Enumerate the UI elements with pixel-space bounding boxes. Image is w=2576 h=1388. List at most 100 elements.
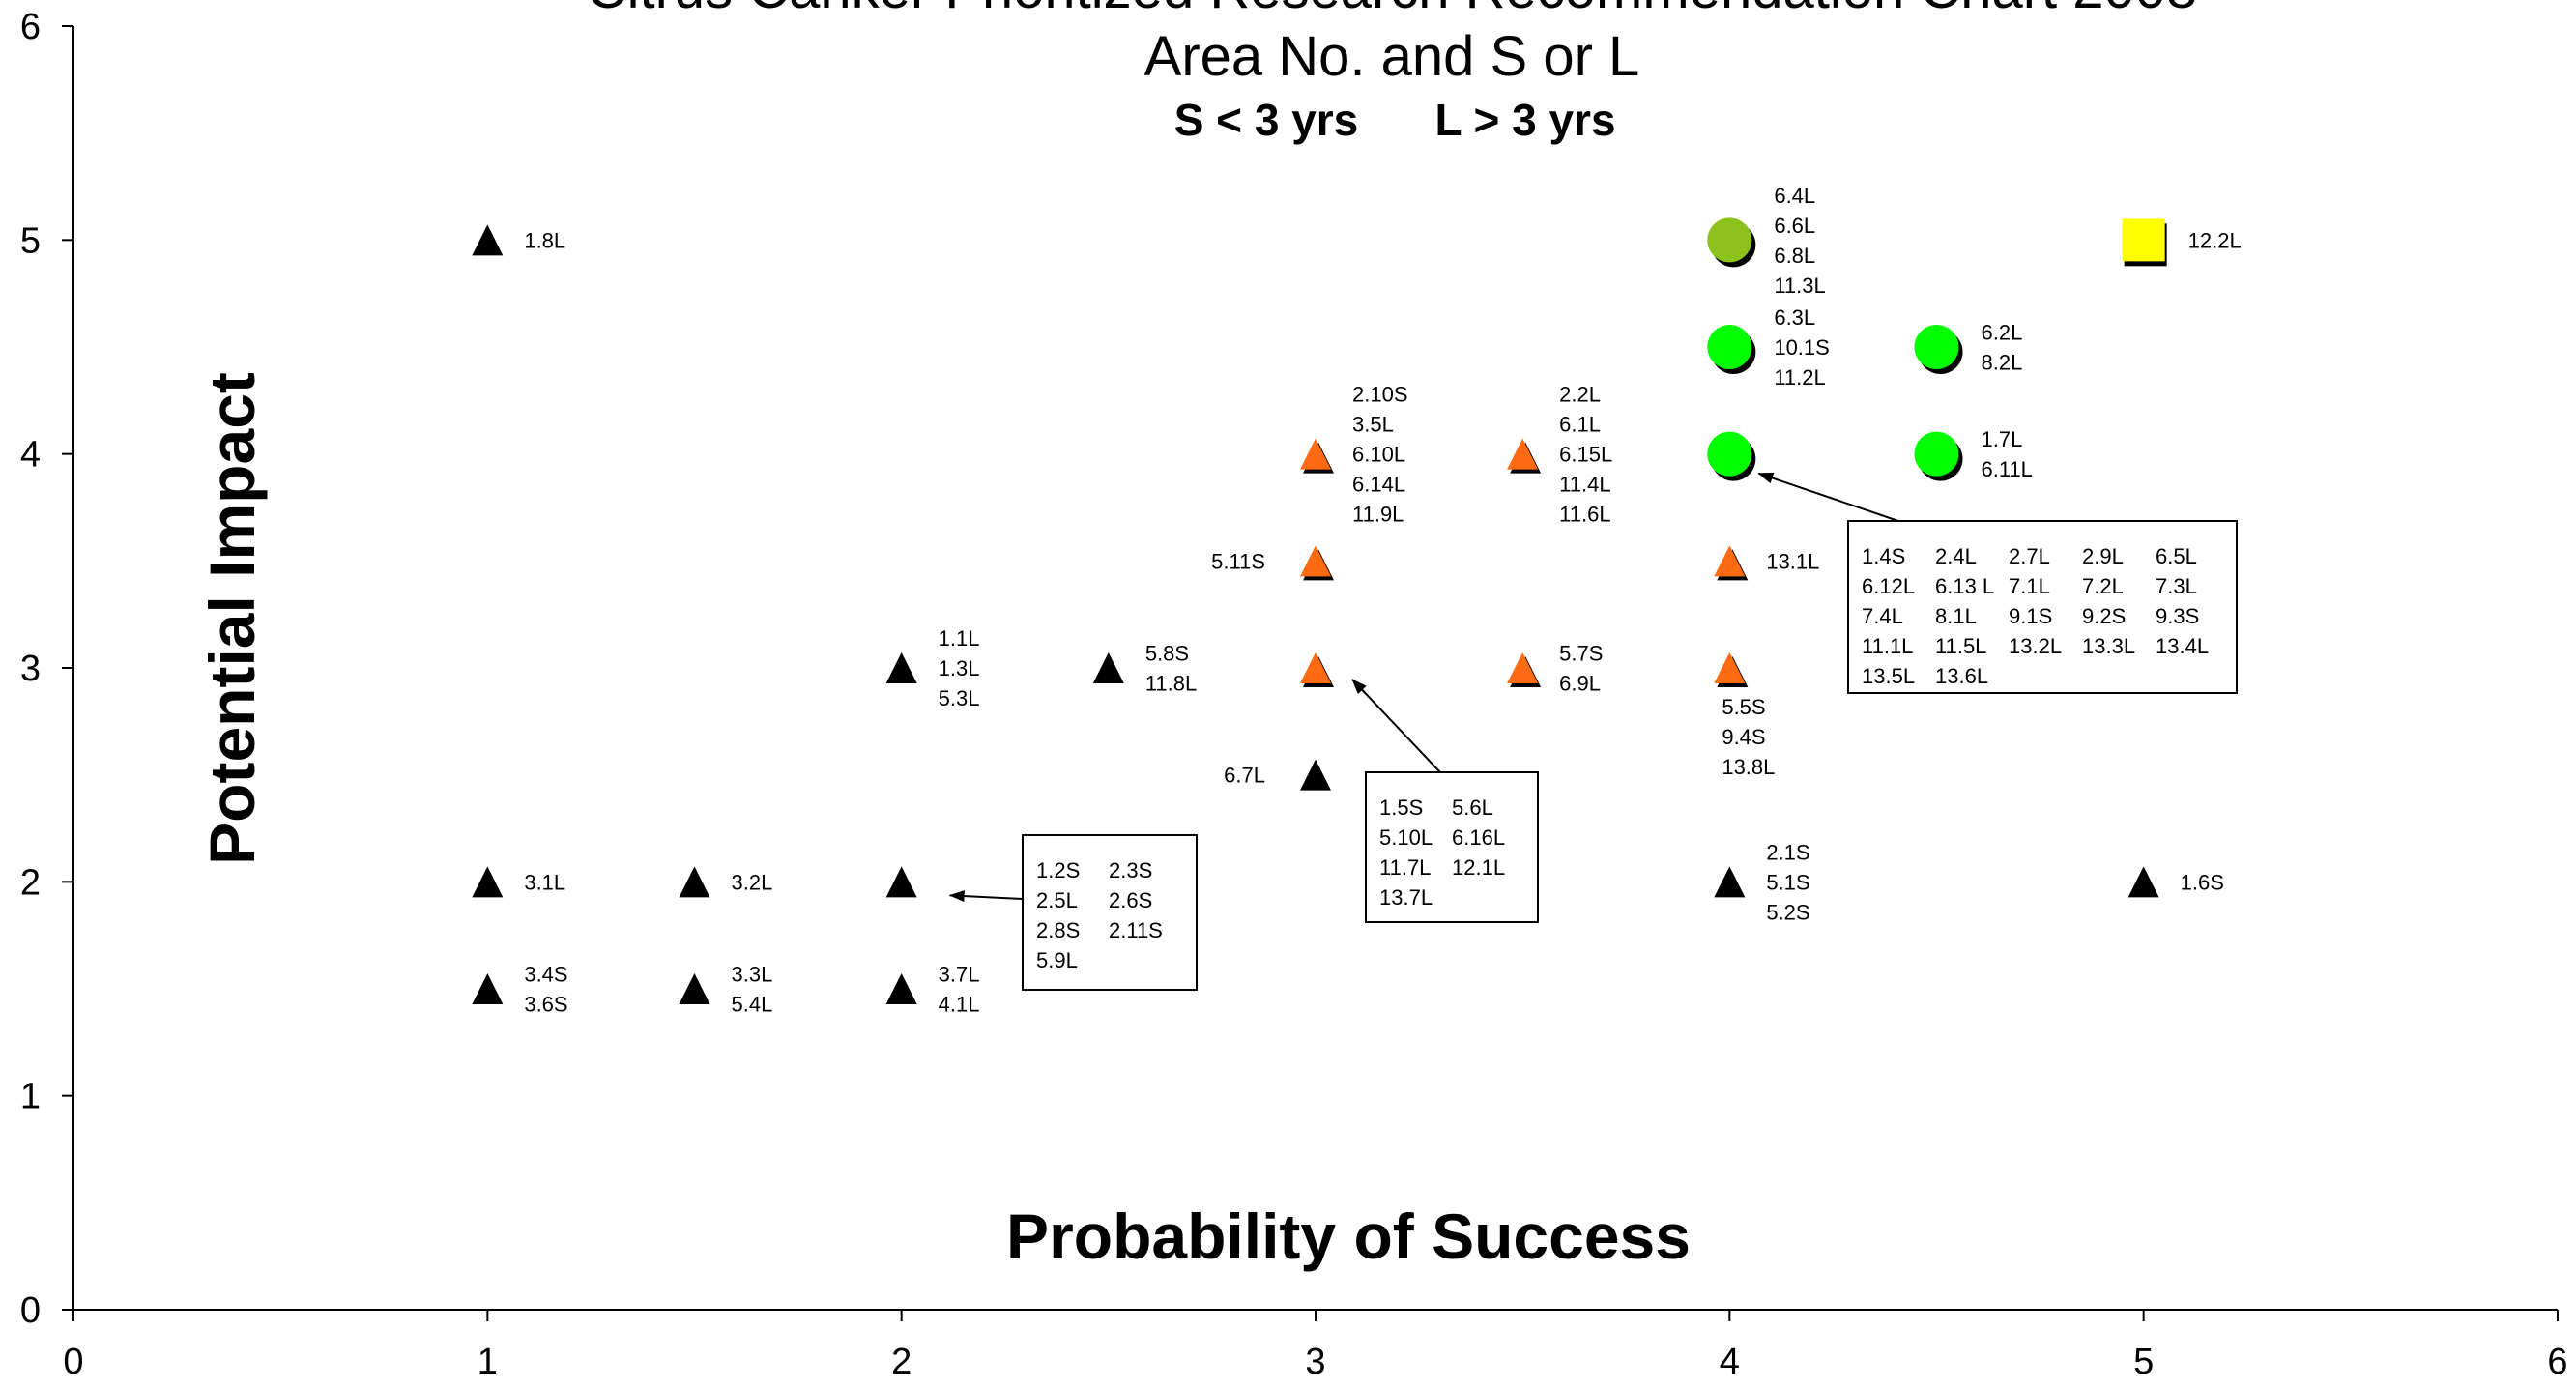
point-label: 11.3L	[1774, 274, 1825, 298]
callout-label: 13.7L	[1379, 885, 1433, 910]
data-point: 6.4L 6.6L 6.8L 11.3L	[1707, 184, 1826, 298]
x-axis-title: Probability of Success	[1006, 1200, 1691, 1272]
data-point: 3.3L 5.4L	[679, 963, 773, 1017]
chart-title: Citrus Canker Prioritized Research Recom…	[587, 0, 2198, 20]
triangle-marker	[1300, 652, 1331, 683]
point-label: 5.2S	[1766, 900, 1809, 924]
point-label: 6.2L	[1982, 321, 2023, 345]
data-point: 5.5S 9.4S 13.8L	[1714, 652, 1775, 779]
circle-marker	[1707, 217, 1752, 263]
subtitle-long-term: L > 3 yrs	[1434, 95, 1615, 145]
callout-label: 7.4L	[1862, 604, 1903, 628]
callout-label: 12.1L	[1452, 855, 1505, 880]
callout-label: 2.6S	[1109, 888, 1152, 912]
data-point: 2.2L 6.1L 6.15L 11.4L 11.6L	[1507, 383, 1612, 527]
point-label: 3.1L	[524, 870, 565, 894]
callout-label: 13.3L	[2082, 634, 2135, 658]
points-layer: 1.8L 3.1L 3.4S 3.6S 3.2L 3.3L 5.4L 1.1L 1.3L 5.3L…	[472, 184, 2242, 1017]
callout-label: 2.11S	[1109, 918, 1163, 942]
triangle-marker	[885, 973, 917, 1004]
callout-label: 1.4S	[1862, 544, 1905, 568]
callout-label: 6.5L	[2156, 544, 2197, 568]
x-tick-label: 2	[891, 1342, 912, 1382]
data-point: 3.4S 3.6S	[472, 963, 568, 1017]
point-label: 6.10L	[1352, 443, 1405, 467]
callout-label: 11.1L	[1862, 634, 1913, 658]
point-label: 5.7S	[1559, 642, 1603, 666]
point-label: 6.6L	[1774, 214, 1815, 238]
y-tick-label: 5	[20, 220, 41, 261]
triangle-marker	[885, 652, 917, 683]
data-point: 5.7S 6.9L	[1507, 642, 1603, 696]
data-point: 2.1S 5.1S 5.2S	[1714, 840, 1810, 924]
callout-label: 6.13 L	[1935, 574, 1994, 598]
triangle-marker	[1507, 438, 1539, 470]
point-label: 1.8L	[524, 228, 565, 252]
y-tick-label: 4	[20, 435, 41, 476]
point-label: 2.1S	[1766, 840, 1809, 864]
point-label: 1.3L	[939, 656, 980, 680]
data-point: 1.6S	[2127, 866, 2224, 898]
point-label: 6.1L	[1559, 413, 1601, 437]
y-tick-label: 3	[20, 649, 41, 689]
axes-layer: 0 1 2 3 4 5 6 0 1 2 3 4 5 6	[20, 7, 2568, 1382]
callout-frame	[1022, 834, 1198, 991]
data-point: 1.7L 6.11L	[1914, 427, 2033, 481]
triangle-marker	[679, 973, 710, 1004]
triangle-marker	[1300, 759, 1331, 791]
point-label: 5.5S	[1722, 695, 1765, 719]
data-point	[1300, 652, 1334, 687]
point-label: 13.1L	[1766, 549, 1819, 573]
callout-box: 1.2S 2.3S 2.5L 2.6S 2.8S 2.11S 5.9L	[948, 834, 1198, 991]
point-label: 4.1L	[939, 993, 980, 1017]
point-label: 6.15L	[1559, 443, 1612, 467]
data-point: 5.11S	[1211, 545, 1334, 581]
point-label: 3.4S	[524, 963, 567, 987]
data-point: 6.7L	[1224, 759, 1331, 791]
callout-label: 11.7L	[1379, 855, 1431, 880]
x-tick-label: 4	[1720, 1342, 1740, 1382]
point-label: 8.2L	[1982, 351, 2023, 375]
triangle-marker	[1300, 545, 1331, 577]
x-tick-label: 3	[1305, 1342, 1325, 1382]
circle-marker	[1707, 431, 1752, 477]
callout-label: 2.5L	[1036, 888, 1078, 912]
point-label: 1.6S	[2181, 870, 2224, 894]
point-label: 6.3L	[1774, 305, 1815, 330]
callout-arrow	[1351, 679, 1441, 773]
titles-layer: Citrus Canker Prioritized Research Recom…	[196, 0, 2197, 1272]
point-label: 6.4L	[1774, 184, 1815, 208]
point-label: 13.8L	[1722, 755, 1775, 779]
point-label: 5.3L	[939, 686, 980, 710]
callout-label: 13.4L	[2156, 634, 2209, 658]
point-label: 5.4L	[732, 993, 773, 1017]
y-tick-label: 6	[20, 7, 41, 47]
data-point: 3.1L	[472, 866, 565, 898]
callout-label: 2.9L	[2082, 544, 2124, 568]
point-label: 6.14L	[1352, 473, 1405, 497]
point-label: 3.2L	[732, 870, 773, 894]
circle-marker	[1914, 431, 1959, 477]
point-label: 1.7L	[1982, 427, 2023, 451]
callout-label: 7.1L	[2009, 574, 2050, 598]
callout-label: 9.2S	[2082, 604, 2126, 628]
triangle-marker	[1092, 652, 1124, 683]
x-tick-label: 6	[2547, 1342, 2567, 1382]
callout-label: 7.3L	[2156, 574, 2197, 598]
point-label: 6.11L	[1982, 457, 2033, 481]
point-label: 11.9L	[1352, 503, 1404, 527]
data-point: 1.1L 1.3L 5.3L	[885, 626, 980, 710]
callout-frame	[1847, 520, 2238, 694]
callout-frame	[1365, 771, 1539, 923]
callout-label: 5.6L	[1452, 795, 1493, 820]
data-point: 5.8S 11.8L	[1092, 642, 1197, 696]
x-tick-label: 0	[63, 1342, 83, 1382]
callout-box: 1.4S 2.4L 2.7L 2.9L 6.5L 6.12L 6.13 L 7.1L 7.2L 7…	[1757, 472, 2238, 694]
point-label: 5.11S	[1211, 549, 1265, 573]
triangle-marker	[1300, 438, 1331, 470]
point-label: 5.8S	[1145, 642, 1189, 666]
callout-box: 1.5S 5.6L 5.10L 6.16L 11.7L 12.1L 13.7L	[1351, 679, 1539, 923]
data-point: 6.2L 8.2L	[1914, 321, 2023, 375]
data-point: 13.1L	[1714, 545, 1819, 581]
